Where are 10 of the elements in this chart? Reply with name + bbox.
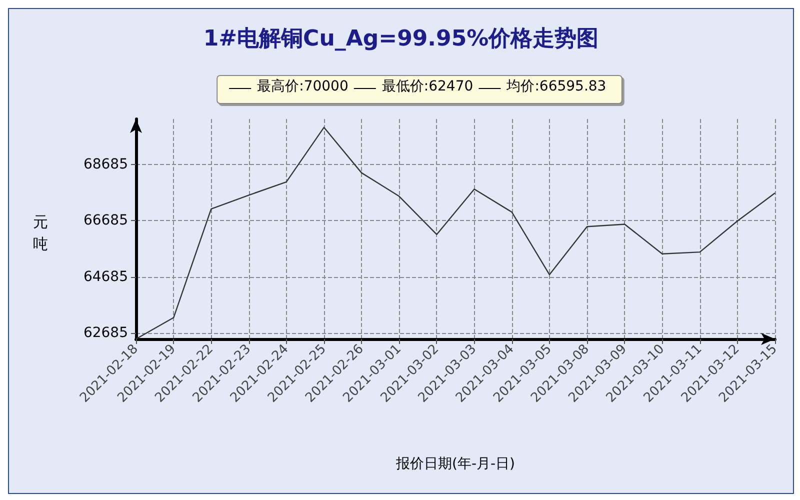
y-axis-title: 元吨 [33, 213, 48, 253]
chart-title: 1#电解铜Cu_Ag=99.95%价格走势图 [203, 26, 599, 52]
y-tick-label: 62685 [83, 324, 128, 341]
text: 最低价:62470 [382, 78, 474, 94]
y-tick-label: 64685 [83, 268, 128, 285]
y-tick-label: 66685 [83, 212, 128, 229]
y-tick-label: 68685 [83, 156, 128, 172]
text: 最高价:70000 [257, 78, 348, 94]
text: 均价:66595.83 [506, 78, 606, 94]
x-axis-title: 报价日期(年-月-日) [394, 456, 516, 472]
